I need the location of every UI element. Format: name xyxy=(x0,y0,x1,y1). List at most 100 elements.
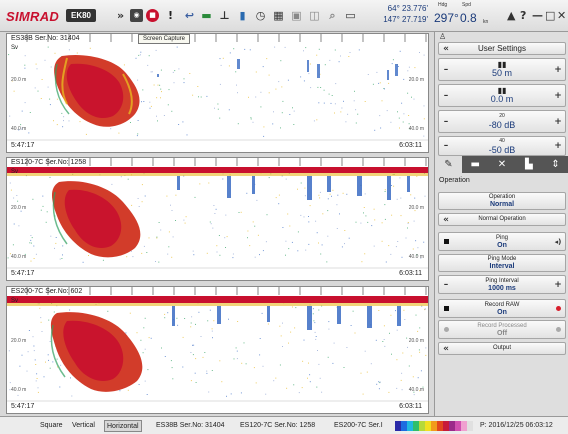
echo-speckle xyxy=(308,73,310,75)
view-vertical-tab[interactable]: Vertical xyxy=(72,422,95,429)
view-horizontal-tab[interactable]: Horizontal xyxy=(104,420,142,432)
echo-speckle xyxy=(407,346,408,348)
operation-button[interactable]: Operation Normal xyxy=(438,192,566,210)
echo-speckle xyxy=(33,345,35,347)
echo-speckle xyxy=(34,359,36,361)
increase-button[interactable]: + xyxy=(554,90,562,101)
sound-icon[interactable]: ◂) xyxy=(554,237,562,246)
echo-speckle xyxy=(391,63,393,65)
tab-operation[interactable]: ✎ xyxy=(435,156,462,173)
echo-speckle xyxy=(252,121,254,123)
view-square-tab[interactable]: Square xyxy=(40,422,63,429)
echo-speckle xyxy=(328,328,330,330)
decrease-button[interactable]: – xyxy=(443,116,449,127)
echo-speckle xyxy=(192,94,194,96)
channel-tab-es200[interactable]: ES200-7C Ser.I xyxy=(334,422,383,429)
tab-output[interactable]: ▙ xyxy=(524,159,533,170)
echo-speckle xyxy=(225,214,227,216)
echo-speckle xyxy=(141,201,143,203)
echo-speckle xyxy=(401,389,403,391)
time-end: 6:03:11 xyxy=(399,270,422,277)
stop-icon[interactable]: ■ xyxy=(146,9,159,22)
echo-speckle xyxy=(225,247,226,248)
depth-icon[interactable]: ⊥ xyxy=(219,9,230,22)
minimize-button[interactable]: — xyxy=(532,9,543,22)
tvg-control[interactable]: – 40 -50 dB + xyxy=(438,136,566,156)
tab-expand[interactable]: ⇕ xyxy=(551,159,560,170)
echo-speckle xyxy=(399,127,400,129)
increase-button[interactable]: + xyxy=(554,116,562,127)
zoom-icon[interactable]: ⌕ xyxy=(329,9,336,22)
echo-speckle xyxy=(208,182,210,184)
back-arrow-icon[interactable]: ↩ xyxy=(184,9,195,22)
echo-speckle xyxy=(396,359,398,361)
echo-speckle xyxy=(214,107,215,109)
echo-speckle xyxy=(415,314,417,316)
line-icon[interactable]: ▬ xyxy=(201,9,212,22)
tab-setup[interactable]: ✕ xyxy=(497,159,507,170)
echo-speckle xyxy=(102,259,104,261)
ping-mode-button[interactable]: Ping Mode Interval xyxy=(438,254,566,272)
echo-speckle xyxy=(262,250,264,252)
time-ticks xyxy=(26,158,427,166)
increase-button[interactable]: + xyxy=(554,279,562,290)
echo-speckle xyxy=(35,253,37,255)
normal-operation-button[interactable]: « Normal Operation xyxy=(438,213,566,226)
echo-speckle xyxy=(294,327,296,329)
echo-speckle xyxy=(160,69,162,71)
echo-speckle xyxy=(30,260,32,262)
increase-button[interactable]: + xyxy=(554,141,562,151)
echo-speckle xyxy=(243,342,245,344)
gain-control[interactable]: – 20 -80 dB + xyxy=(438,110,566,133)
tag-icon[interactable]: ▭ xyxy=(345,9,356,22)
ping-interval-control[interactable]: – Ping Interval 1000 ms + xyxy=(438,275,566,294)
sv-label: Sv xyxy=(11,45,19,51)
echo-speckle xyxy=(285,254,286,256)
echogram-panel-es120[interactable]: ES120-7C Ser.No: 1258 Sv 20.0 m 20.0 m 4… xyxy=(6,157,429,281)
range-control[interactable]: – ▮▮ 50 m + xyxy=(438,58,566,81)
echogram-panel-es38b[interactable]: ES38B Ser.No: 31404 Sv 20.0 m 20.0 m 40.… xyxy=(6,33,429,153)
echo-speckle xyxy=(323,102,325,104)
echo-speckle xyxy=(312,313,314,315)
output-button[interactable]: « Output xyxy=(438,342,566,355)
fish-school xyxy=(54,54,140,127)
image-icon[interactable]: ▣ xyxy=(291,9,302,22)
tab-display[interactable]: ▬ xyxy=(470,159,480,170)
close-button[interactable]: ✕ xyxy=(557,9,567,22)
decrease-button[interactable]: – xyxy=(443,90,449,101)
echo-speckle xyxy=(247,230,249,232)
alert-icon[interactable]: ! xyxy=(167,9,174,22)
fish-school xyxy=(50,312,143,392)
echogram-panel-es200[interactable]: ES200-7C Ser.No: 602 Sv 20.0 m 20.0 m 40… xyxy=(6,286,429,414)
tvg-top: 40 xyxy=(499,137,505,144)
alarm-icon[interactable]: ▲ xyxy=(507,9,516,22)
chevron-down-icon[interactable]: » xyxy=(116,9,125,22)
bar-chart-icon[interactable]: ▮ xyxy=(239,9,246,22)
ping-button[interactable]: Ping On ◂) xyxy=(438,232,566,251)
layers-icon[interactable]: ◫ xyxy=(309,9,320,22)
echo-speckle xyxy=(309,205,311,207)
decrease-button[interactable]: – xyxy=(443,141,449,151)
channel-tab-es38b[interactable]: ES38B Ser.No: 31404 xyxy=(156,422,225,429)
help-button[interactable]: ? xyxy=(520,9,527,22)
record-raw-value: On xyxy=(497,308,507,316)
decrease-button[interactable]: – xyxy=(443,64,449,75)
range-start-control[interactable]: – ▮▮ 0.0 m + xyxy=(438,84,566,107)
echo-speckle xyxy=(366,371,368,373)
user-settings-button[interactable]: « User Settings xyxy=(438,42,566,55)
person-icon[interactable]: ♙ xyxy=(439,32,447,41)
decrease-button[interactable]: – xyxy=(443,279,449,290)
operation-heading: Operation xyxy=(439,177,470,184)
channel-tab-es120[interactable]: ES120-7C Ser.No: 1258 xyxy=(240,422,316,429)
record-processed-button[interactable]: Record Processed Off xyxy=(438,320,566,339)
maximize-button[interactable]: □ xyxy=(545,9,556,22)
color-palette[interactable] xyxy=(395,421,473,431)
echo-speckle xyxy=(305,47,307,49)
record-raw-button[interactable]: Record RAW On xyxy=(438,299,566,318)
increase-button[interactable]: + xyxy=(554,64,562,75)
grid-icon[interactable]: ▦ xyxy=(273,9,284,22)
record-icon[interactable]: ◉ xyxy=(130,9,143,22)
echo-speckle xyxy=(240,392,242,394)
clock-icon[interactable]: ◷ xyxy=(255,9,266,22)
echo-speckle xyxy=(200,96,202,98)
